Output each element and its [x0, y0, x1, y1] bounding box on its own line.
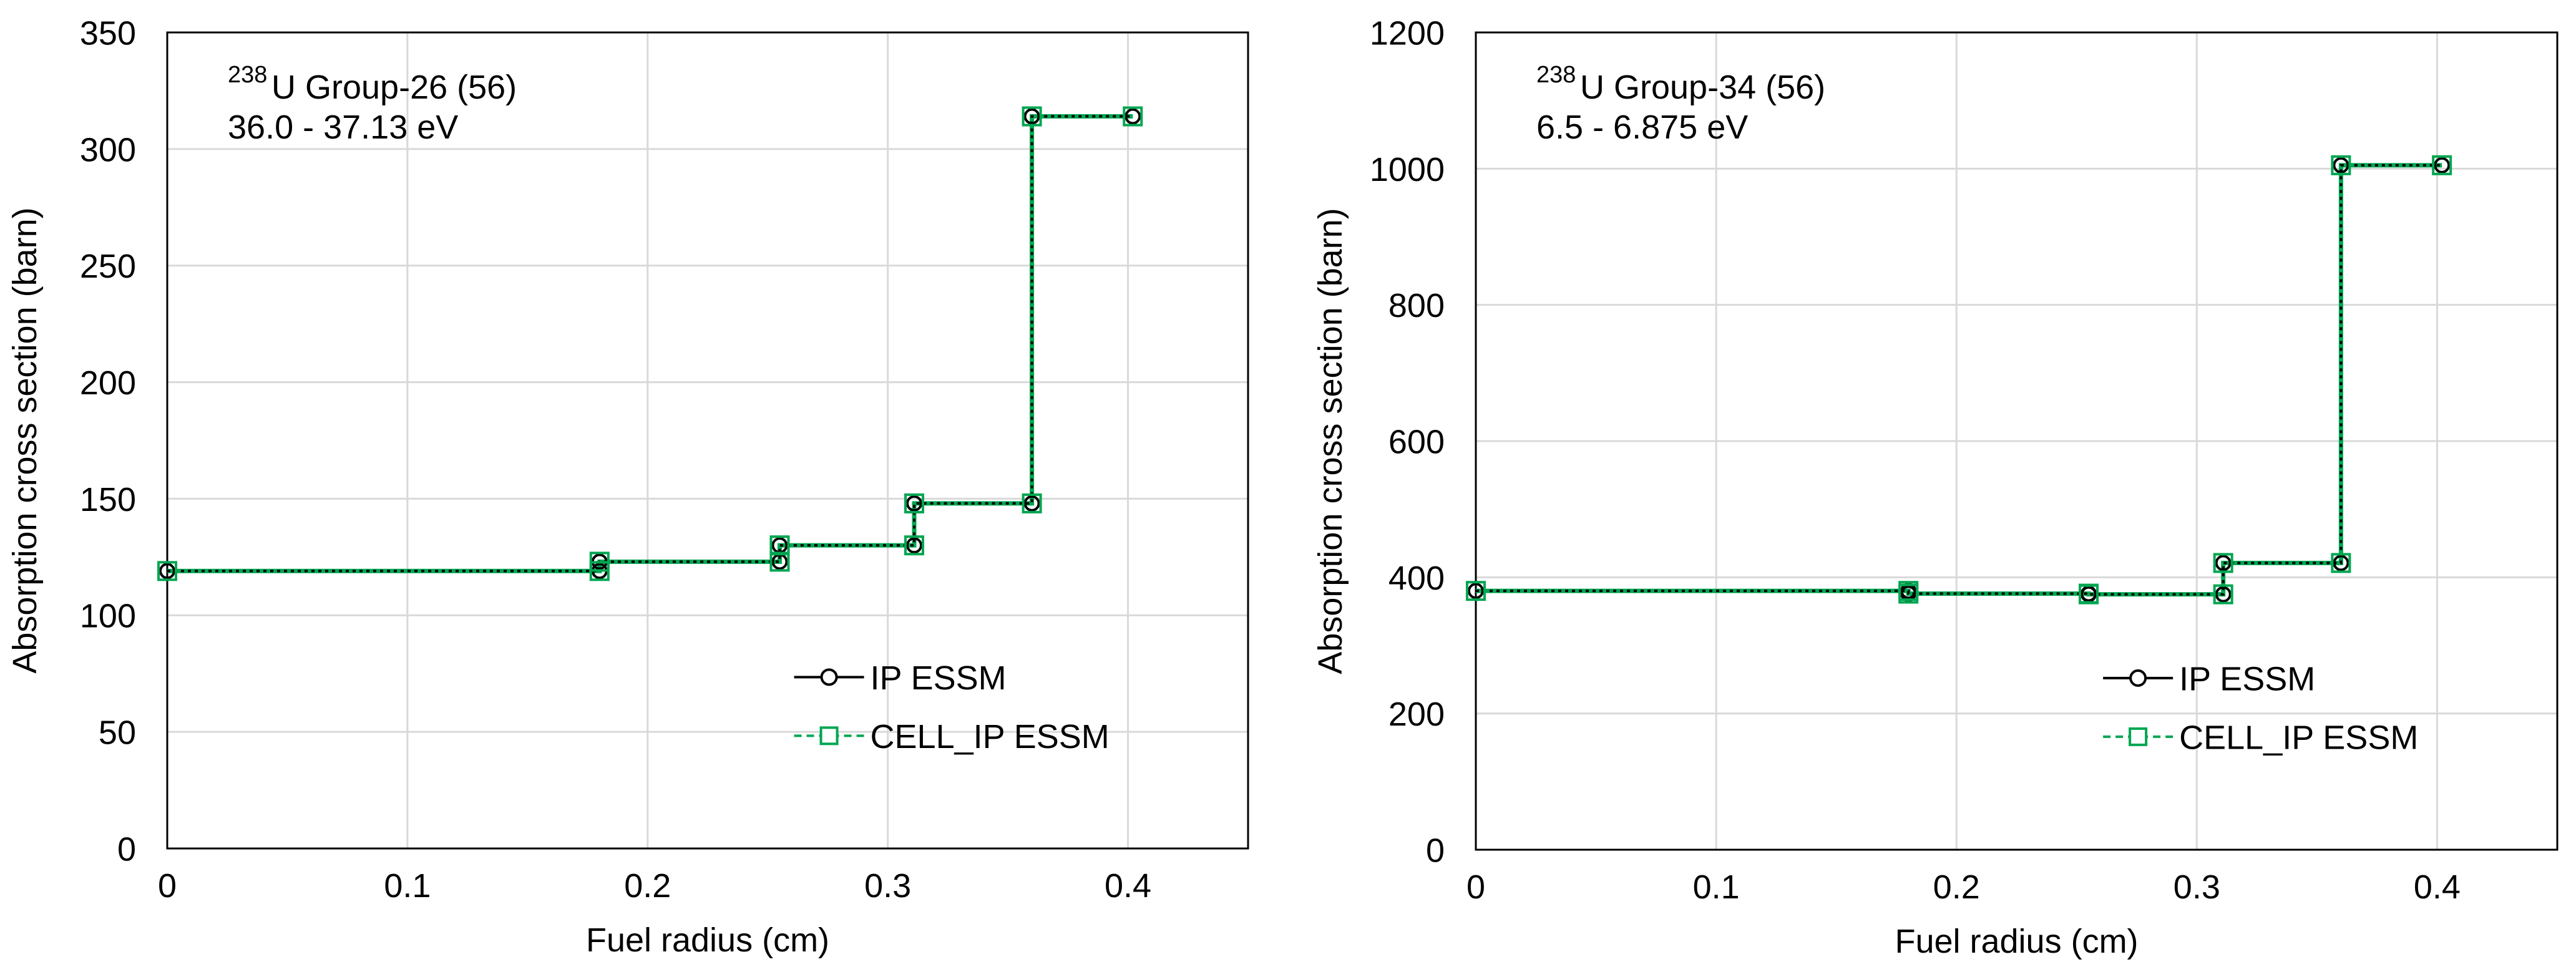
y-tick-label: 100 [80, 598, 136, 635]
data-point-ip-essm [2435, 158, 2449, 172]
data-point-ip-essm [1025, 110, 1039, 124]
x-tick-label: 0.2 [624, 867, 671, 905]
x-tick-label: 0.4 [1105, 867, 1151, 905]
chart-subtitle: 6.5 - 6.875 eV [1536, 109, 1748, 146]
legend-label: CELL_IP ESSM [2179, 719, 2418, 756]
legend-marker-circle [822, 669, 837, 684]
x-tick-label: 0.2 [1933, 868, 1980, 906]
legend-label: IP ESSM [871, 659, 1007, 697]
data-point-ip-essm [160, 564, 174, 578]
y-tick-label: 200 [1388, 696, 1445, 733]
legend-label: CELL_IP ESSM [871, 718, 1110, 756]
x-tick-label: 0.3 [2174, 868, 2220, 906]
data-point-ip-essm [1469, 584, 1483, 598]
legend-label: IP ESSM [2179, 660, 2315, 697]
series-line-ip-essm [1476, 165, 2442, 595]
x-tick-label: 0 [1466, 868, 1485, 906]
y-tick-label: 150 [80, 481, 136, 518]
data-point-ip-essm [1126, 110, 1139, 124]
data-point-ip-essm [773, 538, 786, 552]
chart-subtitle: 36.0 - 37.13 eV [228, 109, 458, 146]
y-tick-label: 250 [80, 248, 136, 285]
y-axis-label: Absorption cross section (barn) [1312, 208, 1349, 674]
y-tick-label: 0 [117, 830, 136, 868]
y-tick-label: 600 [1388, 423, 1445, 460]
y-tick-label: 350 [80, 14, 136, 52]
chart-canvas: 0 50 100 150 200 250 300 350 0 0.1 0.2 0.3 0.4 Fuel r… [0, 0, 2576, 969]
data-point-ip-essm [2217, 556, 2230, 570]
data-point-ip-essm [2082, 588, 2095, 601]
series-line-cell-ip-essm [1476, 165, 2442, 595]
data-point-ip-essm [907, 497, 921, 510]
y-tick-label: 0 [1426, 832, 1445, 869]
y-tick-label: 800 [1388, 287, 1445, 324]
legend-marker-circle [2130, 671, 2145, 686]
y-tick-label: 200 [80, 364, 136, 402]
title-isotope-superscript: 238 [1536, 62, 1576, 88]
data-point-ip-essm [2334, 158, 2348, 172]
x-tick-label: 0.1 [384, 867, 431, 905]
data-point-ip-essm [2217, 588, 2230, 601]
legend-marker-square [2130, 729, 2146, 745]
legend-entry: IP ESSM [2103, 660, 2315, 697]
legend-marker-square [821, 727, 837, 744]
chart-panel-1: 0 50 100 150 200 250 300 350 0 0.1 0.2 0.3 0.4 Fuel r… [6, 14, 1248, 959]
x-tick-label: 0.4 [2414, 868, 2461, 906]
x-tick-label: 0.3 [864, 867, 911, 905]
chart-panel-2: 0 200 400 600 800 1000 1200 0 0.1 0.2 0.3 0.4 Fuel r… [1312, 14, 2557, 960]
chart-title: U Group-34 (56) [1580, 69, 1825, 106]
data-point-ip-essm [2334, 556, 2348, 570]
y-tick-label: 300 [80, 131, 136, 168]
y-tick-label: 400 [1388, 560, 1445, 597]
y-tick-label: 1200 [1370, 14, 1445, 52]
data-point-ip-essm [1025, 497, 1039, 510]
y-tick-label: 1000 [1370, 151, 1445, 188]
legend-entry: CELL_IP ESSM [794, 718, 1110, 756]
legend-entry: CELL_IP ESSM [2103, 719, 2418, 756]
y-axis-label: Absorption cross section (barn) [6, 207, 44, 673]
y-tick-label: 50 [99, 714, 136, 752]
figure: 0 50 100 150 200 250 300 350 0 0.1 0.2 0.3 0.4 Fuel r… [0, 0, 2576, 969]
legend-entry: IP ESSM [794, 659, 1007, 697]
x-tick-label: 0.1 [1693, 868, 1740, 906]
title-isotope-superscript: 238 [228, 62, 267, 88]
data-point-ip-essm [907, 538, 921, 552]
data-point-ip-essm [773, 555, 786, 568]
x-tick-label: 0 [158, 867, 177, 905]
x-axis-label: Fuel radius (cm) [1895, 923, 2138, 960]
series-line-ip-essm [167, 117, 1133, 571]
x-axis-label: Fuel radius (cm) [586, 921, 829, 959]
chart-title: U Group-26 (56) [271, 69, 517, 106]
